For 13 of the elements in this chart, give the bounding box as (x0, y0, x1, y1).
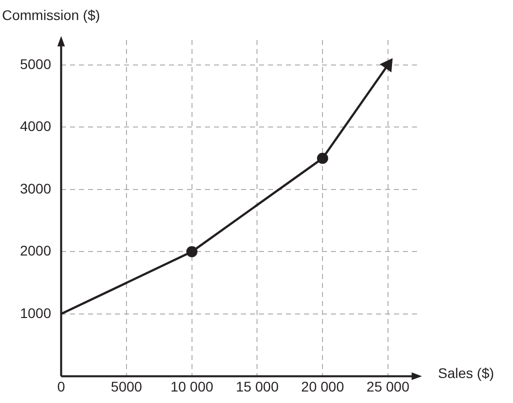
y-axis-title: Commission ($) (2, 6, 100, 23)
x-tick-label: 0 (57, 378, 66, 394)
y-tick-label: 2000 (20, 242, 52, 259)
x-tick-label: 15 000 (236, 378, 279, 394)
x-axis-title: Sales ($) (438, 365, 494, 382)
y-tick-label: 4000 (20, 118, 52, 134)
x-tick-label: 25 000 (366, 378, 410, 394)
x-tick-label: 5000 (110, 378, 142, 394)
y-tick-label: 1000 (20, 304, 52, 321)
y-tick-label: 3000 (20, 180, 52, 196)
x-tick-label: 10 000 (170, 378, 214, 394)
x-tick-label: 20 000 (301, 378, 344, 394)
y-tick-label: 5000 (20, 56, 52, 72)
